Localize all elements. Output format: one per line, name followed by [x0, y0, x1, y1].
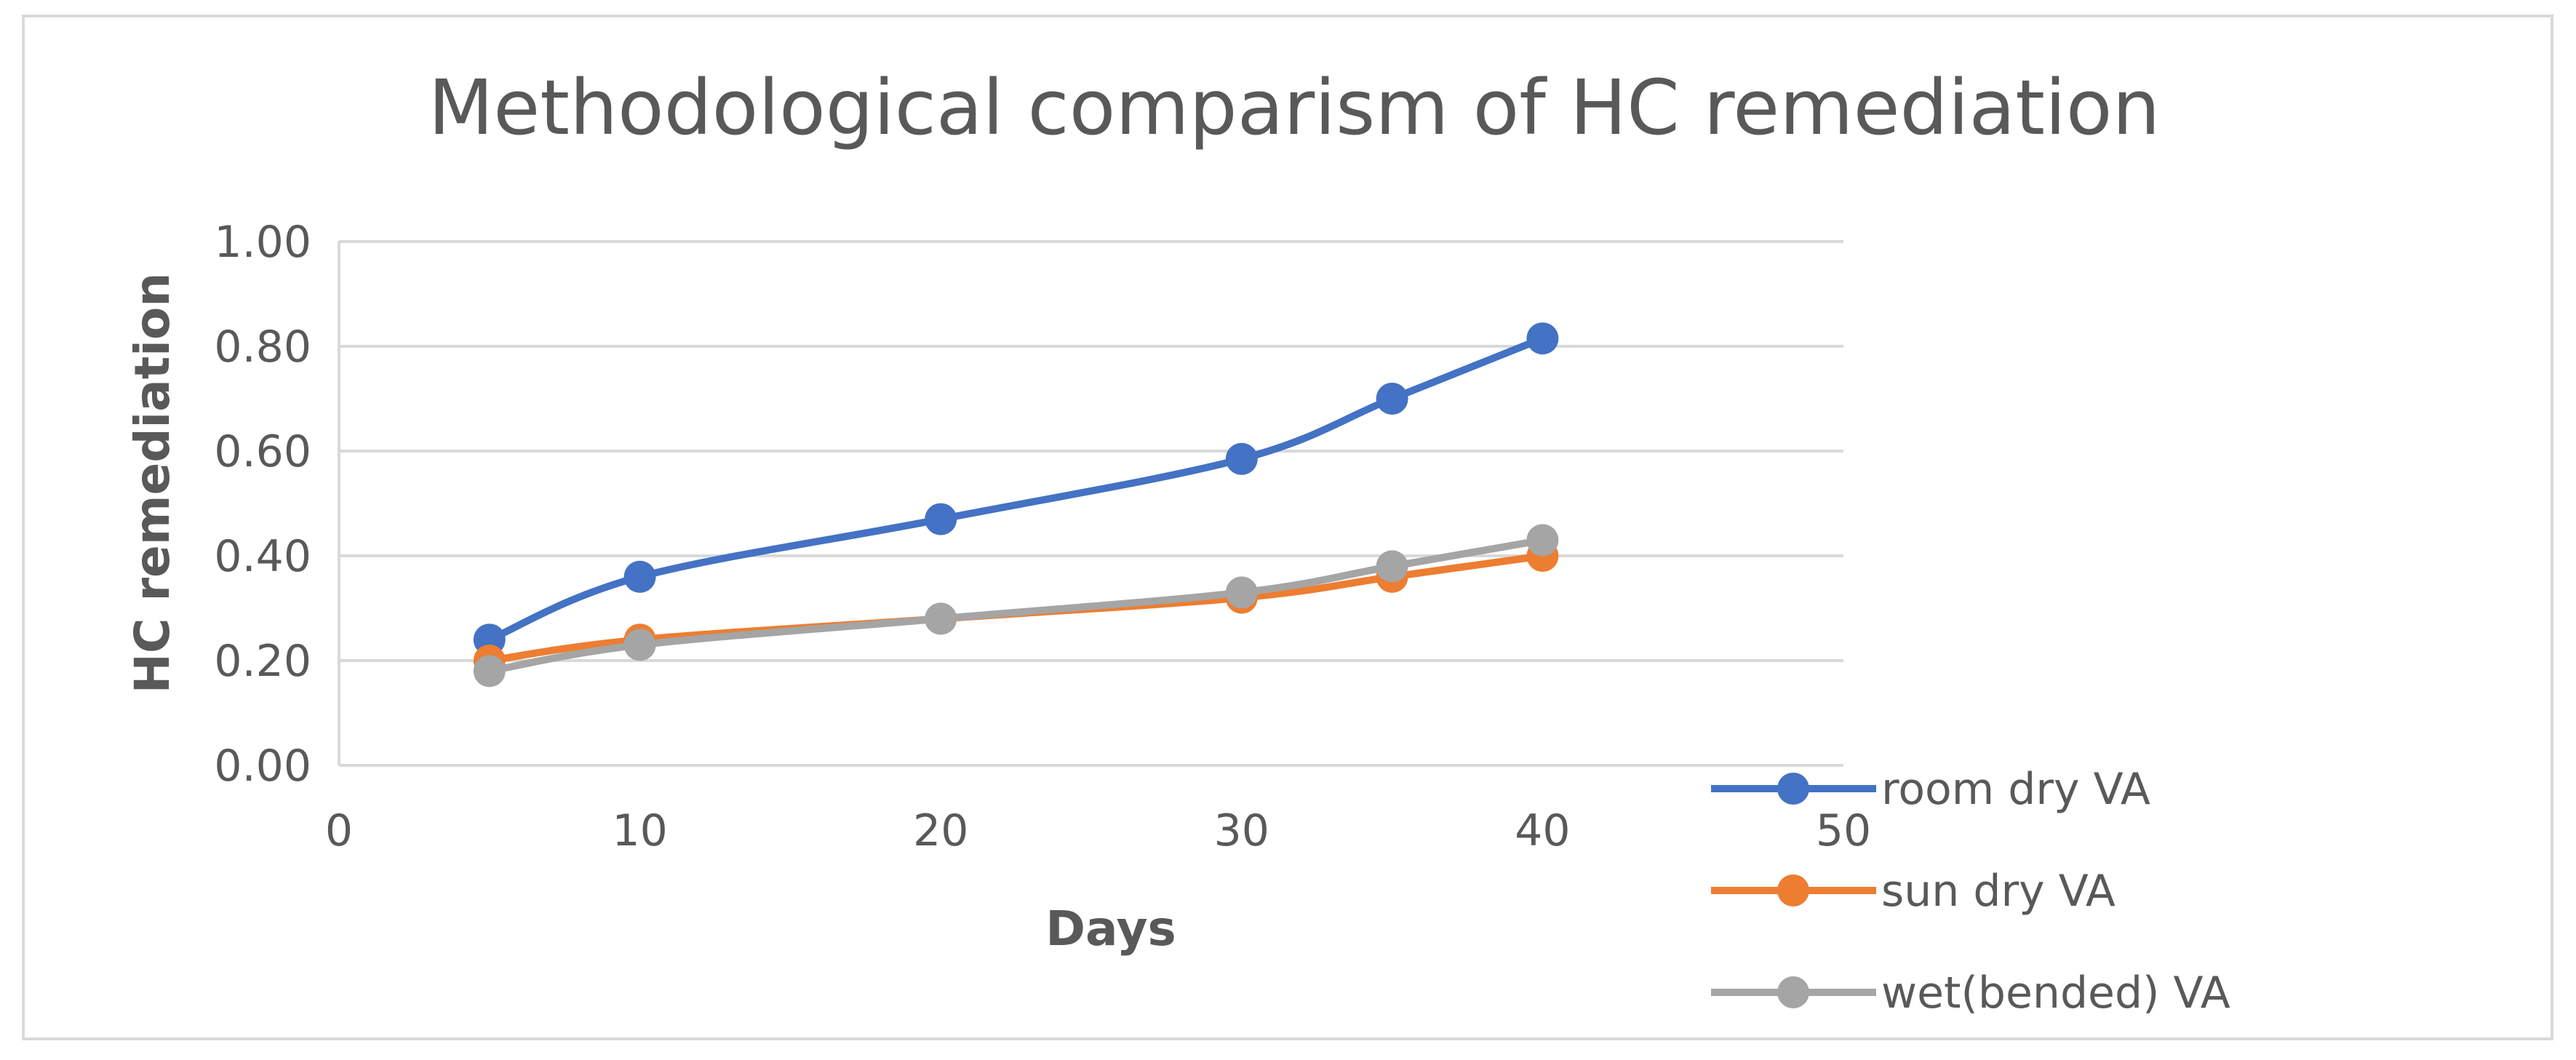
legend-label-1: sun dry VA — [1881, 866, 2116, 917]
x-tick-label: 40 — [1515, 805, 1570, 856]
x-tick-label: 0 — [325, 805, 353, 856]
y-tick-label: 0.80 — [214, 322, 311, 372]
data-point — [473, 655, 506, 688]
legend-marker-1 — [1777, 874, 1809, 906]
series-markers — [473, 322, 1559, 688]
data-point — [925, 602, 957, 635]
legend: room dry VA sun dry VA wet(bended) VA — [1711, 764, 2230, 1019]
legend-marker-2 — [1777, 976, 1809, 1008]
data-point — [623, 629, 656, 661]
x-axis-title: Days — [1045, 901, 1176, 957]
data-point — [1376, 550, 1408, 583]
data-point — [1376, 383, 1408, 415]
data-point — [925, 503, 957, 535]
gridlines — [339, 240, 1843, 662]
y-tick-label: 0.40 — [214, 531, 311, 582]
x-tick-label: 50 — [1816, 805, 1871, 856]
data-point — [623, 560, 656, 593]
data-point — [1526, 322, 1559, 355]
series-line-0 — [485, 335, 1547, 644]
data-point — [1526, 524, 1559, 557]
y-tick-label: 0.00 — [214, 741, 311, 792]
legend-label-0: room dry VA — [1881, 764, 2150, 815]
line-chart: Methodological comparism of HC remediati… — [124, 63, 2230, 1019]
y-tick-label: 0.60 — [214, 426, 311, 477]
data-point — [1225, 576, 1258, 609]
y-tick-label: 0.20 — [214, 636, 311, 687]
x-tick-label: 20 — [913, 805, 968, 856]
legend-marker-0 — [1777, 773, 1809, 805]
x-tick-label: 30 — [1214, 805, 1269, 856]
y-axis-title: HC remediation — [124, 273, 180, 693]
chart-frame: Methodological comparism of HC remediati… — [22, 15, 2553, 1040]
x-tick-label: 10 — [612, 805, 667, 856]
legend-label-2: wet(bended) VA — [1881, 968, 2230, 1019]
chart-title: Methodological comparism of HC remediati… — [428, 63, 2161, 152]
data-point — [1225, 442, 1258, 475]
axes: 0.00 0.20 0.40 0.60 0.80 1.00 0 10 20 30 40 50 — [214, 217, 1871, 856]
y-tick-label: 1.00 — [214, 217, 311, 268]
